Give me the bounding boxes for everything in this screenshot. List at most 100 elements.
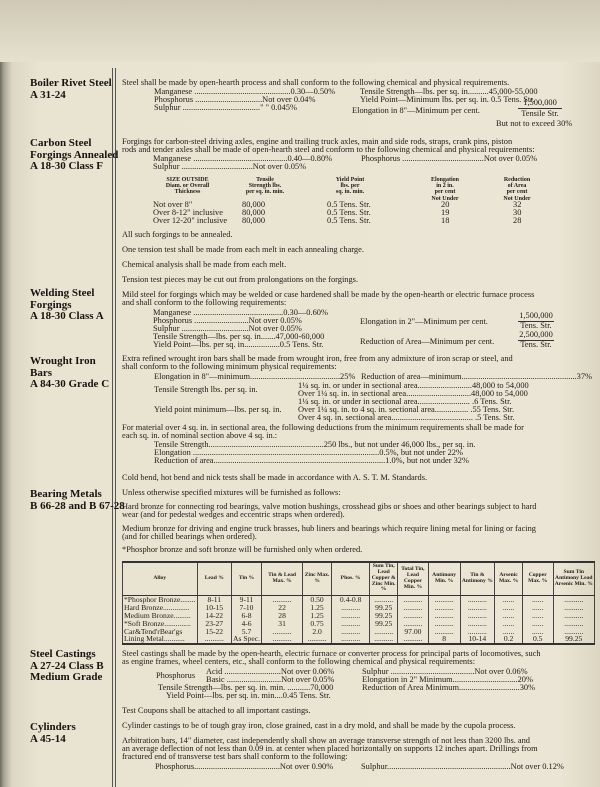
cylinders-intro: Cylinder castings to be of tough gray ir… <box>122 721 516 730</box>
table-cell: .......... <box>260 595 304 604</box>
table-cell: .......... <box>459 619 496 628</box>
welding-row: Manganese ..............................… <box>153 308 328 317</box>
table-cell: ...... <box>494 627 523 636</box>
label-line: Forgings Annealed <box>30 148 119 161</box>
label-line: A 45-14 <box>30 732 66 745</box>
boiler-yield: Yield Point—Minimum lbs. per sq. in. 0.5… <box>360 95 535 104</box>
welding-elongation: Elongation in 2"—Minimum per cent. <box>360 317 488 326</box>
cylinders-arbitration: an average deflection of not less than 0… <box>122 744 538 753</box>
label-line: Medium Grade <box>30 671 103 683</box>
label-line: Steel Castings <box>30 648 96 660</box>
cylinders-phosphorus: Phosphorus..............................… <box>155 762 334 771</box>
table-cell: Lining Metal........... <box>122 635 198 646</box>
column-header: Lead % <box>196 561 233 596</box>
boiler-elong-numerator: 1,500,000 <box>518 98 562 109</box>
column-header: Antimony Min. % <box>427 561 461 596</box>
carbon-cell: 0.5 Tens. Str. <box>327 200 371 209</box>
table-cell: .......... <box>330 619 371 628</box>
table-row: *Soft Bronze.............. 23-27 4-6 31 0.75… <box>122 619 596 628</box>
carbon-cell: 30 <box>513 208 522 217</box>
carbon-cell: 0.5 Tens. Str. <box>327 208 371 217</box>
table-cell: .......... <box>369 595 399 604</box>
table-cell: .......... <box>427 627 461 636</box>
table-cell: ...... <box>494 619 523 628</box>
table-cell: 99.25 <box>369 611 399 620</box>
carbon-cell: 80,000 <box>242 216 266 225</box>
table-row: Hard Bronze.............. 10-15 7-10 22 1.25… <box>122 603 596 612</box>
table-cell: 0.4-0.8 <box>330 595 371 604</box>
welding-reduction: Reduction of Area—Minimum per cent. <box>360 337 495 346</box>
bearing-note: *Phosphor bronze and soft bronze will be… <box>122 545 363 554</box>
carbon-cell: 18 <box>441 216 450 225</box>
column-header: Copper Max. % <box>521 561 554 596</box>
welding-elong-numerator: 1,500,000 <box>518 311 554 322</box>
label-line: Wrought Iron <box>30 355 96 367</box>
column-header: Phos. % <box>330 561 371 596</box>
table-cell: 23-27 <box>196 619 233 628</box>
boiler-intro: Steel shall be made by open-hearth proce… <box>122 78 510 87</box>
section-label-boiler-rivet-steel: Boiler Rivet Steel A 31-24 <box>30 77 112 101</box>
table-cell: .......... <box>302 635 332 646</box>
wrought-elongation: Elongation in 8"—minimum................… <box>154 372 356 381</box>
carbon-cell: 80,000 <box>242 208 266 217</box>
castings-phosphorus: Phosphorus <box>156 671 196 680</box>
boiler-manganese: Manganese ..............................… <box>154 87 336 96</box>
welding-intro: and shall conform to the following requi… <box>122 298 287 307</box>
carbon-manganese: Manganese ..............................… <box>153 154 333 163</box>
label-line: B 66-28 and B 67-28 <box>30 499 125 512</box>
carbon-cell: 80,000 <box>242 200 266 209</box>
column-header: Zinc Max. % <box>302 561 332 596</box>
column-header: Tin % <box>231 561 262 596</box>
section-label-steel-castings: Steel Castings A 27-24 Class B Medium Grad… <box>30 648 104 684</box>
table-cell: 8-11 <box>196 595 233 604</box>
carbon-cell: 28 <box>513 216 522 225</box>
table-cell: 8 <box>427 635 461 646</box>
table-cell: .......... <box>552 595 596 604</box>
section-label-cylinders: Cylinders A 45-14 <box>30 721 76 745</box>
table-cell: As Spec. <box>231 634 262 646</box>
wrought-tensile-label: Tensile Strength lbs. per sq. in. <box>154 385 258 394</box>
label-line: Cylinders <box>30 721 76 733</box>
label-line: A 84-30 Grade C <box>30 378 110 390</box>
table-cell: ...... <box>494 611 523 620</box>
bearing-metals-table: Alloy Lead % Tin % Tin & Lead Max. % Zinc Ma… <box>122 561 596 646</box>
welding-row: Yield Point—lbs. per sq. in.............… <box>153 340 324 349</box>
table-cell: .......... <box>330 603 371 612</box>
bearing-hard: Hard bronze for connecting rod bearings,… <box>122 502 537 511</box>
table-cell: .......... <box>260 635 304 646</box>
carbon-cell: 20 <box>441 200 450 209</box>
carbon-cell: 0.5 Tens. Str. <box>327 216 371 225</box>
castings-reduction: Reduction of Area Minimum...............… <box>362 683 536 692</box>
table-cell: 31 <box>260 619 304 628</box>
carbon-cell: 19 <box>441 208 450 217</box>
boiler-sulphur: Sulphur ................................… <box>154 103 297 112</box>
table-cell: .......... <box>330 611 371 620</box>
carbon-col-header: Elongation in 2 in. per cent Not Under <box>430 177 459 202</box>
bearing-unless: Unless otherwise specified mixtures will… <box>122 488 341 497</box>
carbon-col-header: SIZE OUTSIDE Diam. or Overall Thickness <box>165 177 210 196</box>
table-cell: 15-22 <box>196 627 233 636</box>
castings-sulphur: Sulphur ................................… <box>362 667 528 676</box>
carbon-intro: Forgings for carbon-steel driving axles,… <box>122 137 513 146</box>
wrought-reduction: Reduction of area—minimum...............… <box>361 372 592 381</box>
table-cell: .......... <box>427 611 461 620</box>
label-line: Bearing Metals <box>30 488 102 500</box>
table-cell: 28 <box>260 611 304 620</box>
castings-intro: Steel castings shall be made by the open… <box>122 649 541 658</box>
label-line: A 27-24 Class B <box>30 659 104 672</box>
carbon-note: One tension test shall be made from each… <box>122 245 364 254</box>
label-line: Bars <box>30 366 52 379</box>
wrought-deduction-row: Tensile Strength........................… <box>154 440 476 449</box>
welding-row: Sulphur ................................… <box>153 324 302 333</box>
wrought-tensile-row: Over 1¼ sq. in. in sectional area.......… <box>298 389 528 398</box>
wrought-cold-bend: Cold bend, hot bend and nick tests shall… <box>122 473 428 482</box>
cylinders-arbitration: fractured end of transverse test bars sh… <box>122 752 348 761</box>
castings-tensile: Tensile Strength—lbs. per sq. in. min. .… <box>158 683 334 692</box>
label-line: A 31-24 <box>30 88 66 101</box>
wrought-yield-row: Over 1¼ sq. in. to 4 sq. in. sectional a… <box>298 405 515 414</box>
table-cell: .......... <box>427 619 461 628</box>
welding-intro: Mild steel for forgings which may be wel… <box>122 290 535 299</box>
carbon-cell: Over 12-20" inclusive <box>153 216 228 225</box>
label-line: Forgings <box>30 298 72 311</box>
column-header: Tin & Antimony % <box>459 561 496 596</box>
